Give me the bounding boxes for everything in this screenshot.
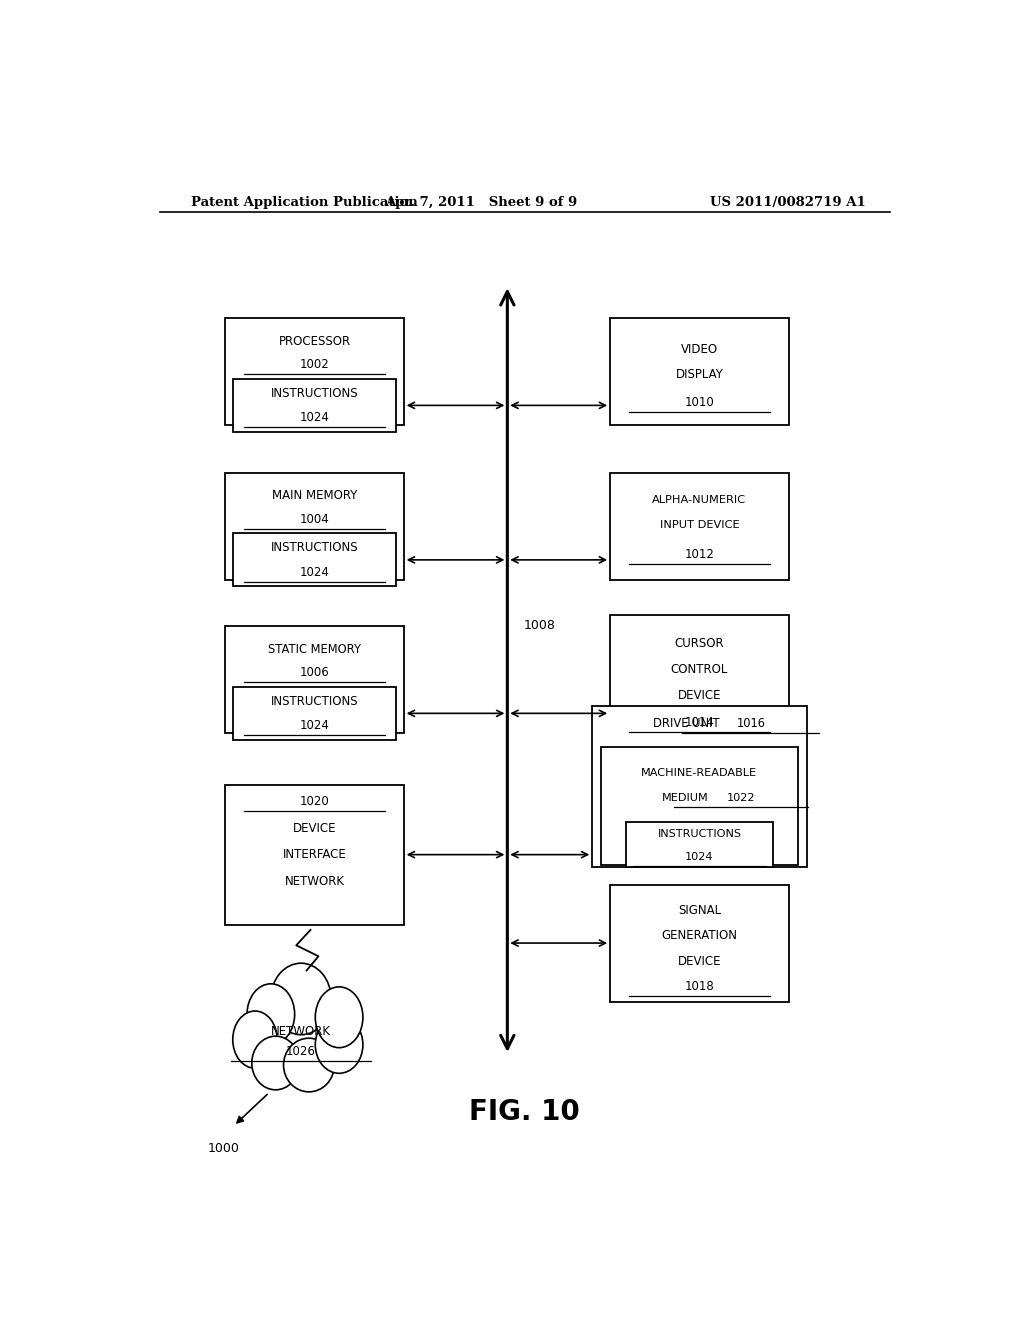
Text: VIDEO: VIDEO — [681, 343, 718, 356]
Text: 1018: 1018 — [684, 981, 715, 993]
Bar — [225, 318, 403, 425]
Text: MAIN MEMORY: MAIN MEMORY — [271, 490, 357, 503]
Text: INTERFACE: INTERFACE — [283, 849, 346, 861]
Text: INSTRUCTIONS: INSTRUCTIONS — [270, 387, 358, 400]
Text: 1024: 1024 — [300, 411, 330, 424]
Bar — [626, 822, 773, 867]
Text: 1022: 1022 — [726, 793, 755, 803]
Text: NETWORK: NETWORK — [271, 1026, 331, 1038]
Text: INSTRUCTIONS: INSTRUCTIONS — [657, 829, 741, 840]
Bar — [601, 747, 798, 865]
Bar — [225, 784, 403, 925]
Text: FIG. 10: FIG. 10 — [469, 1098, 581, 1126]
Bar — [233, 379, 396, 432]
Text: 1024: 1024 — [685, 851, 714, 862]
Bar — [610, 884, 788, 1002]
Text: SIGNAL: SIGNAL — [678, 904, 721, 917]
Text: 1014: 1014 — [684, 715, 715, 729]
Text: ALPHA-NUMERIC: ALPHA-NUMERIC — [652, 495, 746, 506]
Text: MACHINE-READABLE: MACHINE-READABLE — [641, 768, 758, 779]
Bar — [233, 533, 396, 586]
Text: INSTRUCTIONS: INSTRUCTIONS — [270, 694, 358, 708]
Text: MEDIUM: MEDIUM — [662, 793, 709, 803]
Bar — [225, 627, 403, 733]
Text: 1024: 1024 — [300, 565, 330, 578]
Text: DRIVE UNIT: DRIVE UNIT — [653, 717, 720, 730]
Bar — [610, 615, 788, 744]
Bar — [610, 473, 788, 579]
Text: INPUT DEVICE: INPUT DEVICE — [659, 520, 739, 531]
Text: 1008: 1008 — [523, 619, 555, 632]
Bar — [610, 318, 788, 425]
Text: 1000: 1000 — [208, 1142, 240, 1155]
Text: 1002: 1002 — [300, 358, 330, 371]
Ellipse shape — [247, 983, 295, 1044]
Ellipse shape — [232, 1011, 278, 1068]
Text: CURSOR: CURSOR — [675, 636, 724, 649]
Ellipse shape — [315, 1016, 362, 1073]
Text: 1020: 1020 — [300, 795, 330, 808]
Text: 1006: 1006 — [300, 667, 330, 680]
Text: STATIC MEMORY: STATIC MEMORY — [268, 643, 361, 656]
Text: DEVICE: DEVICE — [678, 689, 721, 701]
Text: PROCESSOR: PROCESSOR — [279, 335, 350, 348]
Text: 1024: 1024 — [300, 719, 330, 733]
Text: GENERATION: GENERATION — [662, 929, 737, 942]
Text: 1016: 1016 — [736, 717, 766, 730]
Text: 1026: 1026 — [286, 1045, 316, 1059]
Text: 1012: 1012 — [684, 548, 715, 561]
Text: Patent Application Publication: Patent Application Publication — [191, 195, 418, 209]
Text: NETWORK: NETWORK — [285, 875, 344, 887]
Text: Apr. 7, 2011   Sheet 9 of 9: Apr. 7, 2011 Sheet 9 of 9 — [385, 195, 578, 209]
Text: 1010: 1010 — [684, 396, 715, 409]
Text: DISPLAY: DISPLAY — [676, 368, 723, 381]
Text: 1004: 1004 — [300, 512, 330, 525]
Ellipse shape — [284, 1039, 334, 1092]
Text: DEVICE: DEVICE — [293, 822, 336, 834]
Text: CONTROL: CONTROL — [671, 663, 728, 676]
Bar — [233, 686, 396, 739]
Text: US 2011/0082719 A1: US 2011/0082719 A1 — [711, 195, 866, 209]
Bar — [225, 473, 403, 579]
Ellipse shape — [271, 964, 331, 1035]
Bar — [592, 706, 807, 867]
Text: DEVICE: DEVICE — [678, 954, 721, 968]
Ellipse shape — [315, 987, 362, 1048]
Ellipse shape — [252, 1036, 299, 1090]
Text: INSTRUCTIONS: INSTRUCTIONS — [270, 541, 358, 554]
